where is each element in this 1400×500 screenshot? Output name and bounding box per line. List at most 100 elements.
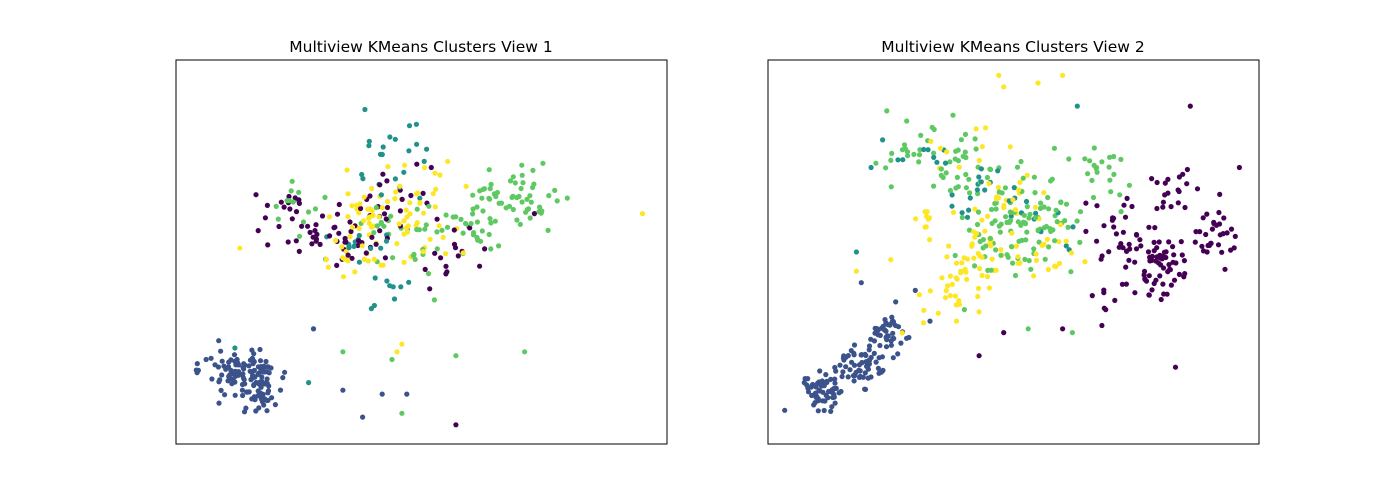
scatter-point-cluster-4 bbox=[361, 194, 367, 200]
scatter-point-cluster-3 bbox=[989, 220, 995, 226]
scatter-point-cluster-0 bbox=[1211, 219, 1217, 225]
scatter-point-cluster-4 bbox=[436, 223, 442, 229]
scatter-point-cluster-3 bbox=[1028, 266, 1034, 272]
scatter-point-cluster-1 bbox=[216, 379, 222, 385]
scatter-point-cluster-1 bbox=[258, 390, 264, 396]
scatter-point-cluster-1 bbox=[817, 368, 823, 374]
scatter-point-cluster-0 bbox=[1154, 205, 1160, 212]
scatter-point-cluster-4 bbox=[1035, 80, 1041, 86]
scatter-point-cluster-1 bbox=[852, 372, 858, 379]
scatter-point-cluster-3 bbox=[390, 255, 396, 261]
scatter-point-cluster-0 bbox=[1194, 186, 1201, 192]
scatter-point-cluster-0 bbox=[1153, 277, 1159, 283]
scatter-point-cluster-0 bbox=[358, 205, 364, 212]
scatter-point-cluster-0 bbox=[1129, 203, 1135, 210]
scatter-point-cluster-1 bbox=[832, 376, 838, 382]
scatter-point-cluster-2 bbox=[380, 144, 386, 150]
scatter-point-cluster-3 bbox=[1031, 246, 1037, 252]
scatter-point-cluster-4 bbox=[950, 209, 957, 215]
scatter-point-cluster-1 bbox=[244, 389, 250, 395]
scatter-point-cluster-0 bbox=[363, 250, 369, 256]
scatter-point-cluster-1 bbox=[247, 357, 253, 363]
scatter-point-cluster-3 bbox=[373, 204, 379, 211]
scatter-point-cluster-3 bbox=[967, 190, 973, 196]
scatter-point-cluster-1 bbox=[866, 343, 873, 349]
scatter-point-cluster-3 bbox=[527, 215, 533, 221]
scatter-point-cluster-0 bbox=[1184, 181, 1190, 187]
scatter-point-cluster-0 bbox=[1138, 243, 1144, 249]
scatter-point-cluster-0 bbox=[1182, 204, 1188, 211]
scatter-point-cluster-4 bbox=[1031, 273, 1037, 279]
scatter-point-cluster-1 bbox=[890, 330, 896, 336]
scatter-point-cluster-0 bbox=[253, 192, 259, 198]
scatter-point-cluster-2 bbox=[371, 302, 377, 309]
scatter-point-cluster-3 bbox=[468, 221, 474, 227]
scatter-point-cluster-3 bbox=[1020, 175, 1026, 181]
scatter-point-cluster-3 bbox=[883, 165, 889, 171]
scatter-point-cluster-1 bbox=[239, 387, 245, 393]
scatter-point-cluster-3 bbox=[952, 156, 958, 162]
scatter-point-cluster-3 bbox=[916, 159, 922, 165]
scatter-point-cluster-2 bbox=[1008, 213, 1014, 219]
scatter-point-cluster-3 bbox=[998, 252, 1004, 258]
scatter-point-cluster-0 bbox=[369, 234, 375, 240]
scatter-point-cluster-4 bbox=[975, 293, 981, 300]
scatter-point-cluster-1 bbox=[194, 361, 200, 367]
scatter-point-cluster-3 bbox=[1031, 174, 1037, 180]
scatter-point-cluster-4 bbox=[365, 206, 371, 212]
scatter-point-cluster-4 bbox=[1001, 202, 1007, 209]
scatter-point-cluster-0 bbox=[313, 236, 319, 242]
scatter-point-cluster-1 bbox=[282, 369, 288, 375]
scatter-point-cluster-0 bbox=[327, 233, 333, 239]
scatter-point-cluster-0 bbox=[427, 286, 433, 292]
scatter-point-cluster-3 bbox=[300, 219, 307, 225]
scatter-point-cluster-1 bbox=[811, 402, 817, 408]
scatter-point-cluster-4 bbox=[969, 242, 975, 248]
scatter-point-cluster-2 bbox=[1033, 210, 1039, 216]
scatter-point-cluster-1 bbox=[866, 357, 872, 363]
scatter-point-cluster-3 bbox=[1026, 258, 1032, 264]
scatter-point-cluster-1 bbox=[868, 336, 874, 342]
scatter-point-cluster-0 bbox=[289, 216, 295, 222]
scatter-point-cluster-3 bbox=[1069, 330, 1075, 336]
scatter-point-cluster-3 bbox=[498, 200, 505, 206]
scatter-point-cluster-2 bbox=[921, 146, 927, 153]
scatter-point-cluster-1 bbox=[265, 364, 271, 370]
scatter-point-cluster-2 bbox=[949, 203, 955, 209]
scatter-point-cluster-4 bbox=[376, 214, 382, 220]
scatter-point-cluster-0 bbox=[1199, 243, 1205, 249]
scatter-point-cluster-3 bbox=[1126, 182, 1132, 188]
scatter-point-cluster-3 bbox=[1038, 200, 1044, 206]
scatter-point-cluster-1 bbox=[249, 347, 255, 353]
scatter-point-cluster-3 bbox=[423, 222, 429, 228]
scatter-point-cluster-2 bbox=[406, 148, 412, 154]
scatter-point-cluster-3 bbox=[503, 205, 509, 211]
scatter-point-cluster-0 bbox=[1168, 282, 1174, 288]
scatter-point-cluster-1 bbox=[802, 376, 808, 382]
scatter-point-cluster-3 bbox=[938, 166, 945, 172]
scatter-point-cluster-0 bbox=[296, 248, 302, 254]
scatter-point-cluster-4 bbox=[396, 221, 402, 227]
scatter-point-cluster-4 bbox=[414, 220, 420, 226]
scatter-point-cluster-4 bbox=[440, 234, 446, 240]
scatter-point-cluster-1 bbox=[208, 355, 214, 361]
scatter-point-cluster-0 bbox=[1147, 258, 1153, 264]
scatter-point-cluster-3 bbox=[470, 232, 477, 238]
scatter-point-cluster-3 bbox=[966, 227, 973, 233]
scatter-point-cluster-3 bbox=[1004, 219, 1010, 225]
scatter-point-cluster-3 bbox=[414, 206, 420, 212]
scatter-point-cluster-3 bbox=[931, 183, 937, 189]
scatter-point-cluster-3 bbox=[479, 228, 485, 234]
scatter-point-cluster-3 bbox=[1023, 237, 1029, 243]
scatter-point-cluster-0 bbox=[264, 202, 270, 208]
scatter-point-cluster-3 bbox=[486, 231, 492, 238]
scatter-point-cluster-2 bbox=[1023, 198, 1030, 205]
scatter-point-cluster-4 bbox=[979, 144, 985, 150]
scatter-point-cluster-1 bbox=[904, 335, 910, 341]
scatter-point-cluster-4 bbox=[1012, 207, 1019, 213]
scatter-point-cluster-3 bbox=[1035, 227, 1041, 233]
scatter-point-cluster-2 bbox=[974, 187, 981, 193]
scatter-point-cluster-1 bbox=[340, 387, 346, 393]
scatter-point-cluster-3 bbox=[1099, 159, 1105, 165]
